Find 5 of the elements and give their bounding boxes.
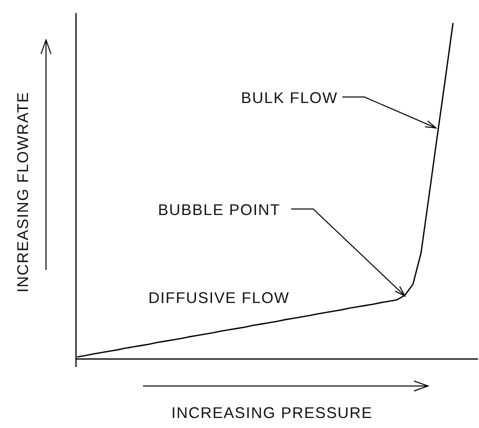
annotation: BULK FLOW xyxy=(241,90,338,107)
x-axis-title: INCREASING PRESSURE xyxy=(171,405,373,422)
annotation: DIFFUSIVE FLOW xyxy=(148,290,290,307)
annotation: BUBBLE POINT xyxy=(158,202,280,219)
y-axis-title: INCREASING FLOWRATE xyxy=(15,92,32,292)
